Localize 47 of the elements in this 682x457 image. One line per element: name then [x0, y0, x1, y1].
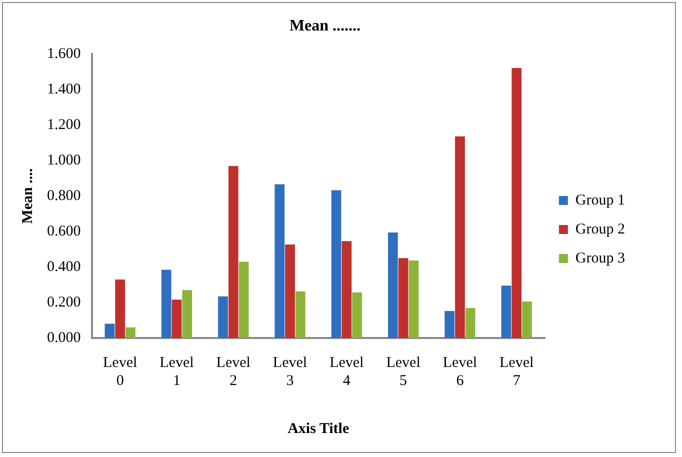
- x-tick-label: Level 6: [442, 354, 478, 389]
- bar: [352, 292, 362, 338]
- bar: [408, 260, 419, 338]
- y-tick-label: 1.600: [47, 46, 81, 62]
- bar: [218, 296, 228, 338]
- y-tick-label: 1.000: [47, 152, 81, 169]
- y-tick-label: 1.400: [47, 82, 81, 98]
- y-axis-title: Mean ....: [20, 168, 36, 224]
- y-tick-label: 1.200: [47, 117, 81, 134]
- bar: [285, 244, 295, 338]
- bar: [126, 327, 136, 338]
- bar: [398, 258, 408, 338]
- bar: [182, 290, 192, 338]
- x-tick-label: Level 3: [272, 354, 308, 389]
- bar: [115, 279, 126, 338]
- bar: [444, 311, 454, 338]
- bar: [501, 286, 512, 338]
- y-tick-label: 0.000: [47, 330, 81, 346]
- bar: [274, 184, 285, 338]
- bar: [161, 270, 172, 338]
- bar: [172, 300, 182, 338]
- bar: [238, 262, 249, 338]
- bar: [295, 291, 306, 338]
- bar: [342, 241, 352, 338]
- x-tick-label: Level 1: [160, 354, 194, 389]
- bar: [455, 136, 465, 338]
- legend-label: Group 2: [575, 221, 625, 238]
- bar: [522, 301, 532, 338]
- bar: [331, 190, 342, 338]
- legend-label: Group 1: [575, 192, 625, 208]
- bar: [388, 232, 398, 338]
- x-tick-label: Level 2: [216, 354, 250, 389]
- bar: [465, 308, 476, 338]
- legend-label: Group 3: [575, 250, 625, 266]
- x-tick-label: Level 7: [500, 354, 534, 389]
- bar: [512, 68, 522, 338]
- y-tick-label: 0.800: [47, 188, 81, 204]
- bar: [228, 166, 238, 338]
- y-tick-label: 0.600: [47, 224, 81, 240]
- x-tick-label: Level 4: [330, 354, 364, 389]
- x-axis-title: Axis Title: [288, 420, 350, 437]
- y-tick-label: 0.400: [47, 258, 81, 275]
- x-tick-label: Level 0: [102, 354, 138, 389]
- chart-title: Mean .......: [289, 18, 361, 35]
- x-tick-label: Level 5: [386, 354, 420, 389]
- y-tick-label: 0.200: [47, 294, 81, 310]
- bar: [104, 324, 115, 338]
